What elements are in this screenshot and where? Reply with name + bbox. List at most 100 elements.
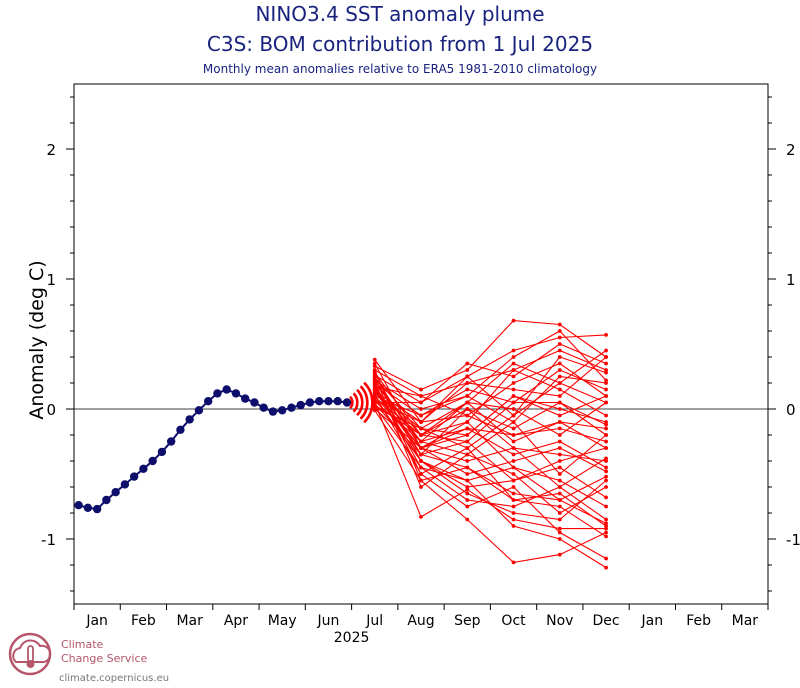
forecast-point [511,361,516,366]
forecast-point [419,465,423,470]
x-axis-year-label: 2025 [334,630,370,646]
forecast-point [511,400,516,405]
forecast-point [419,452,423,457]
forecast-init-arc [363,381,374,424]
forecast-member-line [374,401,607,443]
forecast-point [511,517,516,522]
observed-point [222,385,231,394]
forecast-point [465,387,470,392]
y-tick-label-left: 0 [46,401,56,419]
observed-point [342,398,352,407]
forecast-point [604,400,608,405]
forecast-point [604,378,608,383]
forecast-init-arc [359,385,369,420]
forecast-point [604,556,608,561]
forecast-point [511,478,516,483]
forecast-point [511,394,516,398]
forecast-point [511,472,516,476]
forecast-point [604,439,608,444]
forecast-member-line [374,398,607,498]
forecast-point [511,348,516,353]
forecast-member-line [374,400,607,475]
forecast-point [604,387,608,392]
observed-point [139,464,148,473]
observed-series [74,385,352,514]
forecast-point [419,394,423,398]
x-month-label: Mar [176,613,203,629]
forecast-member-line [374,356,607,417]
forecast-point [419,446,423,450]
forecast-point [419,459,423,463]
forecast-point [557,355,562,359]
logo-url[interactable]: climate.copernicus.eu [59,673,170,684]
forecast-point [465,374,470,379]
observed-point [102,495,111,505]
forecast-point [465,407,470,411]
forecast-point [604,474,608,479]
forecast-point [465,413,470,418]
observed-point [111,488,120,497]
forecast-point [557,478,562,483]
forecast-point [511,446,516,450]
x-month-label: Feb [686,613,711,629]
observed-point [74,501,83,510]
x-month-label: Feb [131,613,156,629]
forecast-point [557,530,562,535]
forecast-plume [348,318,608,570]
forecast-point [604,478,608,483]
forecast-init-arc [356,388,364,417]
copernicus-logo[interactable]: Climate Change Service climate.copernicu… [6,626,206,686]
observed-point [240,394,250,403]
forecast-point [604,381,608,385]
forecast-point [604,368,608,372]
forecast-point [604,485,608,489]
chart-title: NINO3.4 SST anomaly plume [255,2,545,26]
forecast-point [511,511,516,515]
forecast-point [557,491,562,496]
x-month-label: Jul [365,613,383,629]
forecast-point [557,472,562,476]
observed-point [324,397,333,406]
observed-point [315,397,324,406]
forecast-point [419,433,423,437]
observed-point [148,456,157,466]
forecast-member-line [374,394,607,537]
forecast-point [557,348,562,353]
observed-point [129,472,139,481]
forecast-point [557,387,562,392]
forecast-point [511,465,516,470]
forecast-point [372,370,377,375]
observed-point [250,398,259,407]
forecast-point [511,498,516,502]
forecast-point [465,517,470,522]
forecast-point [557,459,562,463]
forecast-point [465,439,470,444]
plot-frame [73,83,769,605]
forecast-point [465,433,470,437]
observed-point [157,447,167,457]
forecast-point [419,413,423,418]
forecast-point [511,524,516,528]
observed-point [268,407,278,416]
forecast-point [465,420,470,424]
forecast-point [604,426,608,431]
forecast-member-line [374,343,607,404]
forecast-member-line [374,363,607,524]
forecast-point [557,537,562,541]
forecast-point [604,394,608,398]
y-tick-label-right: 2 [786,141,796,159]
observed-point [296,400,305,410]
forecast-point [511,387,516,392]
forecast-member-line [374,362,607,430]
forecast-point [557,335,562,340]
forecast-point [604,361,608,366]
forecast-point [557,485,562,489]
forecast-point [511,420,516,424]
chart-caption: Monthly mean anomalies relative to ERA5 … [202,62,598,76]
forecast-point [465,498,470,502]
forecast-point [604,504,608,509]
observed-point [287,403,296,412]
forecast-point [604,459,608,463]
y-tick-label-right: 1 [786,271,796,289]
